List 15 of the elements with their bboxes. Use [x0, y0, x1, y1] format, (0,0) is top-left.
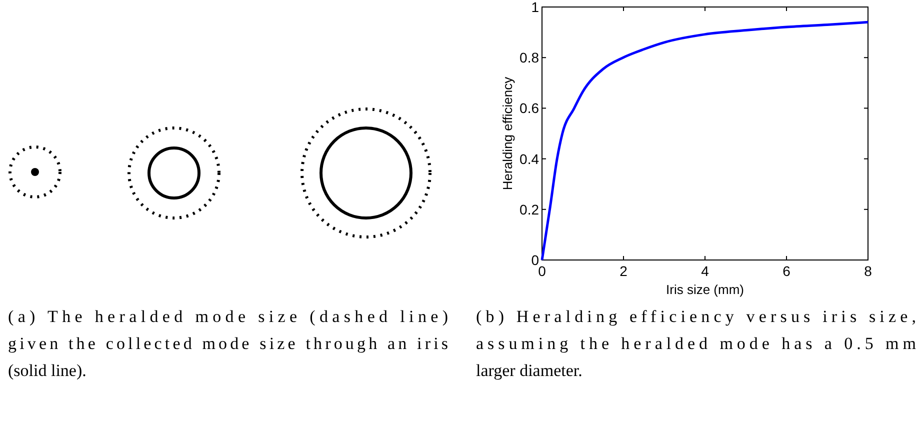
y-tick-label: 0: [531, 252, 540, 268]
x-axis-title: Iris size (mm): [666, 282, 744, 297]
x-tick-label: 4: [701, 263, 710, 279]
x-tick-label: 2: [620, 263, 628, 279]
y-tick-label: 0.2: [520, 201, 540, 218]
y-tick-label: 0.4: [520, 150, 540, 167]
x-tick-label: 6: [782, 263, 791, 279]
y-axis-title: Heralding efficiency: [500, 76, 515, 190]
y-tick-label: 0.8: [520, 50, 540, 66]
x-tick-label: 8: [864, 263, 872, 279]
line-series: [540, 20, 870, 262]
text: (b) Heralding efficiency versus iris size, assuming the heralded mode has a 0.5 mm larger diameter.: [476, 307, 916, 380]
y-tick-label: 0.6: [520, 100, 540, 116]
y-tick-label: 1: [531, 0, 540, 15]
text: (a) The heralded mode size (dashed line) given the collected mode size through an iris (solid line).: [8, 307, 448, 380]
